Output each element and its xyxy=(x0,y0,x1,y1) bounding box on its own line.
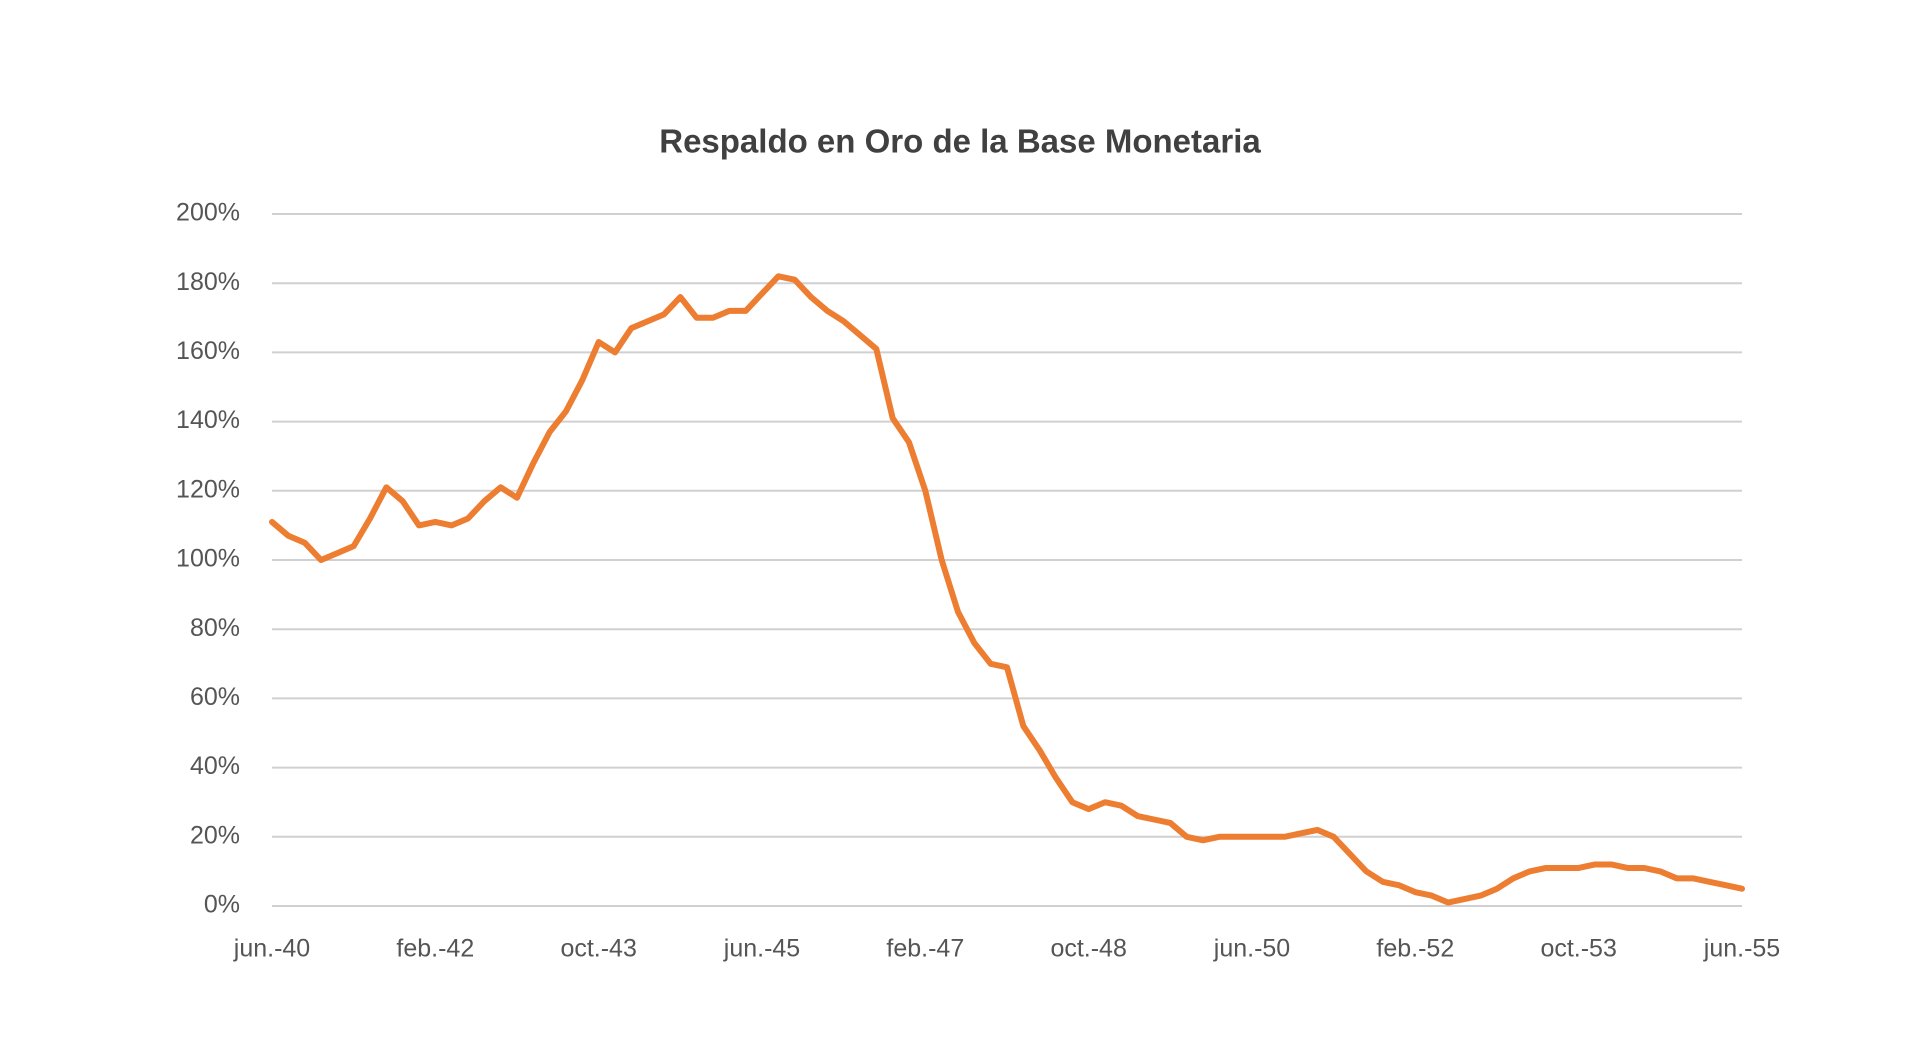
x-tick-label: feb.-52 xyxy=(1376,935,1454,963)
y-tick-label: 40% xyxy=(190,752,240,780)
y-tick-label: 160% xyxy=(176,337,240,365)
x-tick-label: feb.-47 xyxy=(886,935,964,963)
x-tick-label: jun.-50 xyxy=(1213,935,1290,963)
y-tick-label: 120% xyxy=(176,475,240,503)
x-tick-label: jun.-55 xyxy=(1703,935,1780,963)
data-line xyxy=(269,273,1745,906)
y-tick-label: 0% xyxy=(204,891,240,919)
chart-title: Respaldo en Oro de la Base Monetaria xyxy=(659,123,1261,160)
y-tick-label: 80% xyxy=(190,614,240,642)
x-tick-label: oct.-48 xyxy=(1050,935,1126,963)
y-tick-label: 200% xyxy=(176,199,240,227)
y-tick-label: 60% xyxy=(190,683,240,711)
y-tick-label: 20% xyxy=(190,821,240,849)
y-tick-label: 140% xyxy=(176,406,240,434)
x-tick-label: jun.-45 xyxy=(723,935,800,963)
x-tick-label: oct.-53 xyxy=(1540,935,1616,963)
y-tick-label: 180% xyxy=(176,268,240,296)
x-tick-label: jun.-40 xyxy=(233,935,310,963)
y-tick-label: 100% xyxy=(176,545,240,573)
x-tick-label: feb.-42 xyxy=(396,935,474,963)
x-tick-label: oct.-43 xyxy=(560,935,636,963)
